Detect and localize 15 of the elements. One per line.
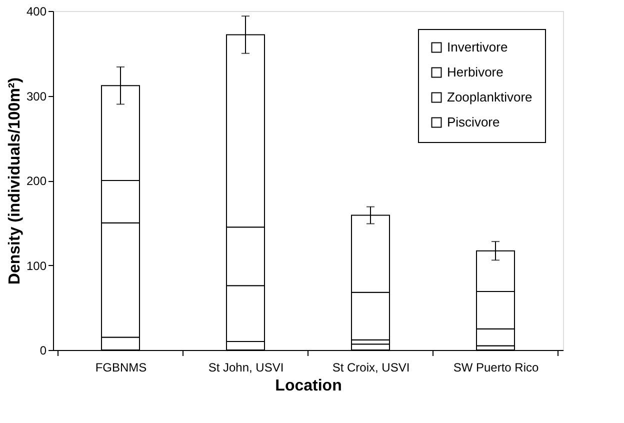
y-tick-label: 100 xyxy=(26,258,47,273)
y-axis-title: Density (individuals/100m²) xyxy=(6,77,24,285)
x-tick-label: St Croix, USVI xyxy=(332,360,410,374)
legend-label: Piscivore xyxy=(447,114,500,130)
x-tick-label: SW Puerto Rico xyxy=(453,360,540,374)
legend-label: Herbivore xyxy=(447,64,504,80)
y-tick-label: 400 xyxy=(26,4,47,18)
x-axis-title: Location xyxy=(275,378,342,394)
y-tick-label: 200 xyxy=(26,174,47,188)
legend-label: Invertivore xyxy=(447,40,508,54)
y-tick-label: 300 xyxy=(26,89,47,104)
x-tick-label: St John, USVI xyxy=(208,360,284,374)
x-tick-label: FGBNMS xyxy=(95,360,147,374)
legend-label: Zooplanktivore xyxy=(447,90,532,104)
y-tick-label: 0 xyxy=(40,344,47,358)
